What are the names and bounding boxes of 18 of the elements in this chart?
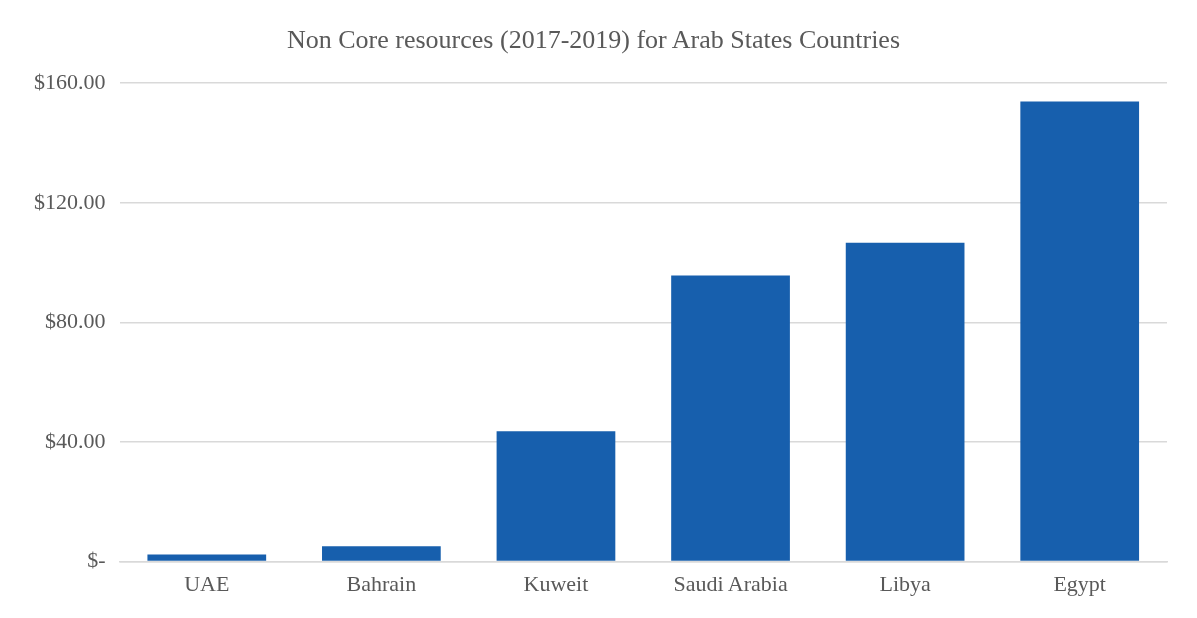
x-tick-label: UAE: [184, 570, 230, 596]
x-tick-label: Saudi Arabia: [673, 570, 788, 596]
y-tick-label: $-: [87, 547, 106, 573]
y-tick-label: $160.00: [34, 68, 106, 94]
y-tick-label: $40.00: [45, 427, 106, 453]
y-tick-label: $120.00: [34, 188, 106, 214]
x-tick-label: Egypt: [1053, 570, 1106, 596]
bar: [322, 546, 441, 561]
bar: [671, 275, 790, 561]
bar: [147, 554, 267, 561]
y-tick-label: $80.00: [45, 308, 106, 334]
x-tick-label: Libya: [879, 570, 932, 596]
chart-title: Non Core resources (2017-2019) for Arab States Countries: [286, 25, 901, 55]
bar: [496, 431, 616, 561]
x-tick-label: Bahrain: [346, 570, 417, 596]
x-tick-label: Kuweit: [523, 570, 589, 596]
bar: [1020, 101, 1140, 561]
bar: [845, 242, 965, 561]
